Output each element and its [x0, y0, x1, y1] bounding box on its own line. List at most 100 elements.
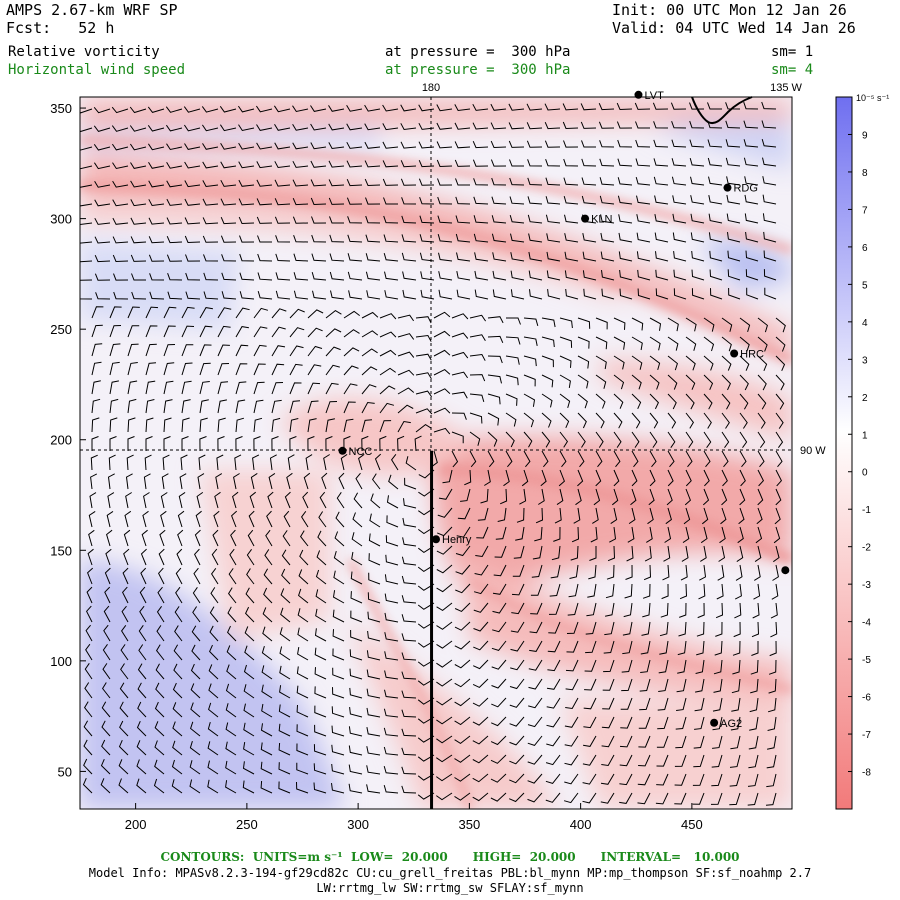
wind-barb [118, 739, 129, 756]
wind-barb [708, 195, 723, 205]
wind-barb [613, 393, 624, 409]
wind-barb [649, 450, 657, 468]
wind-barb [609, 526, 617, 543]
wind-barb [456, 526, 471, 538]
wind-barb [383, 252, 399, 262]
wind-barb [163, 306, 177, 319]
wind-barb [397, 351, 415, 358]
grid-label-135w: 135 W [770, 82, 802, 94]
wind-barb [286, 472, 293, 490]
wind-barb [708, 232, 723, 243]
wind-barb [673, 269, 687, 281]
wind-barb [371, 473, 381, 490]
wind-barb [433, 311, 451, 319]
wind-barb [727, 232, 741, 243]
wind-barb [181, 380, 192, 395]
wind-barb [564, 251, 579, 262]
wind-barb [189, 760, 201, 775]
wind-barb [436, 621, 453, 630]
wind-barb [549, 583, 561, 597]
wind-barb [454, 602, 471, 612]
wind-barb [256, 179, 273, 187]
wind-barb [601, 270, 615, 281]
wind-barb [211, 548, 219, 566]
wind-barb [333, 570, 345, 585]
wind-barb [545, 754, 561, 766]
wind-barb [379, 331, 397, 338]
wind-barb [492, 252, 507, 262]
wind-barb [366, 727, 381, 737]
wind-barb [599, 140, 615, 148]
wind-barb [677, 640, 687, 656]
wind-barb [676, 678, 687, 693]
wind-barb [682, 526, 690, 544]
wind-barb [384, 271, 399, 281]
wind-barb [383, 784, 399, 794]
wind-barb [384, 651, 399, 661]
wind-barb [736, 545, 744, 563]
wind-barb [349, 649, 363, 661]
wind-barb [725, 157, 741, 167]
wind-barb [667, 393, 677, 410]
wind-barb [577, 374, 589, 389]
wind-barb [551, 545, 561, 561]
wind-barb [217, 307, 232, 319]
wind-barb [299, 549, 309, 566]
station-dot [723, 183, 732, 192]
wind-barb [202, 217, 219, 225]
wind-barb [274, 124, 291, 131]
wind-barb [541, 355, 554, 368]
wind-barb [257, 272, 273, 281]
wind-barb [202, 198, 219, 206]
colorbar-tick-label: 4 [862, 318, 868, 329]
wind-barb [655, 288, 669, 300]
wind-barb [415, 316, 432, 324]
wind-barb [761, 138, 777, 148]
wind-barb [246, 568, 255, 585]
wind-barb [725, 139, 741, 148]
wind-barb [219, 124, 237, 132]
wind-barb [382, 141, 399, 149]
x-tick-label: 450 [681, 817, 703, 832]
wind-barb [623, 602, 633, 618]
wind-barb [703, 374, 714, 391]
wind-barb [473, 196, 489, 205]
wind-barb [140, 567, 147, 585]
wind-barb [253, 307, 269, 319]
wind-barb [689, 157, 705, 167]
wind-barb [181, 399, 191, 414]
wind-barb [495, 526, 507, 540]
wind-barb [685, 469, 692, 487]
wind-barb [708, 213, 723, 224]
wind-barb [293, 272, 309, 281]
contours-info: CONTOURS: UNITS=m s⁻¹ LOW= 20.000 HIGH= … [160, 850, 740, 864]
wind-barb [343, 329, 360, 338]
wind-barb [717, 564, 725, 581]
wind-barb [477, 507, 489, 521]
wind-barb [528, 697, 543, 709]
wind-barb [201, 124, 219, 132]
wind-barb [155, 644, 165, 661]
wind-barb [191, 644, 201, 661]
station-label: LVT [644, 90, 664, 102]
wind-barb [618, 232, 633, 243]
wind-barb [571, 526, 580, 543]
wind-barb [679, 583, 688, 600]
wind-barb [529, 640, 543, 652]
wind-barb [239, 291, 255, 300]
wind-barb [451, 450, 459, 468]
wind-barb [563, 792, 579, 804]
wind-barb [379, 367, 396, 376]
wind-barb [671, 176, 687, 186]
wind-barb [358, 453, 365, 471]
wind-barb [80, 297, 93, 300]
wind-barb [122, 567, 129, 585]
wind-barb [681, 545, 689, 562]
wind-barb [217, 363, 230, 376]
wind-barb [130, 162, 147, 169]
station-dot [730, 349, 739, 358]
wind-barb [130, 254, 147, 262]
wind-barb [271, 345, 286, 357]
wind-barb [314, 667, 327, 680]
wind-barb [472, 773, 489, 783]
